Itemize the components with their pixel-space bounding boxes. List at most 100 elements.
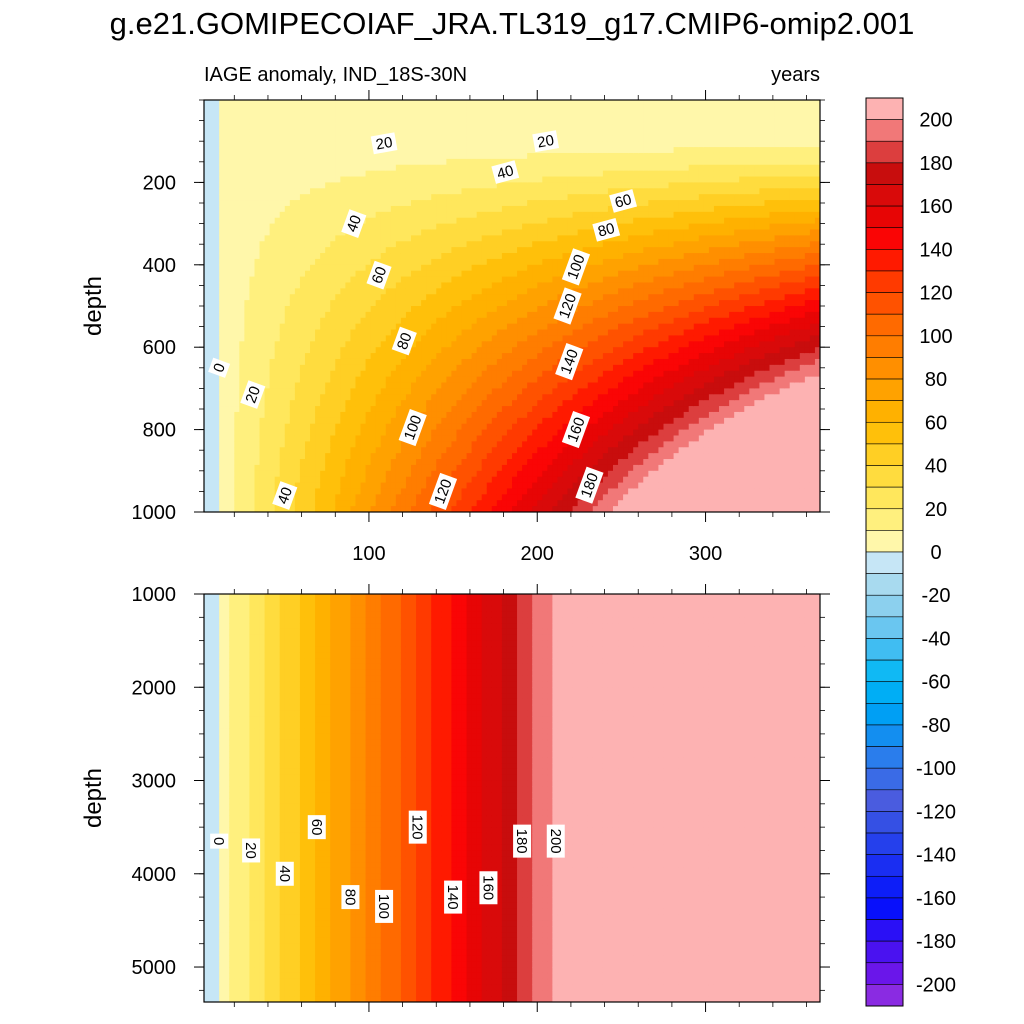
field-cell xyxy=(390,200,397,207)
field-cell xyxy=(375,129,382,136)
field-cell xyxy=(264,170,271,178)
field-cell xyxy=(557,488,564,495)
field-cell xyxy=(471,111,478,119)
field-cell xyxy=(512,241,518,248)
field-cell xyxy=(405,135,412,142)
field-cell xyxy=(259,270,266,278)
field-cell xyxy=(547,417,553,425)
field-cell xyxy=(315,364,321,372)
field-cell xyxy=(390,241,397,248)
field-cell xyxy=(299,282,306,289)
field-cell xyxy=(279,464,286,472)
field-cell xyxy=(542,182,548,189)
field-cell xyxy=(214,258,220,266)
field-cell xyxy=(224,264,230,272)
field-cell xyxy=(557,100,564,107)
field-cell xyxy=(431,417,437,425)
field-cell xyxy=(219,394,225,401)
field-cell xyxy=(320,100,326,107)
field-cell xyxy=(239,141,245,148)
field-cell xyxy=(370,123,377,131)
field-cell xyxy=(476,276,483,284)
field-cell xyxy=(496,317,503,325)
field-cell xyxy=(370,253,377,260)
field-cell xyxy=(340,347,346,354)
field-cell xyxy=(416,100,422,107)
field-cell xyxy=(466,194,473,201)
field-cell xyxy=(224,176,230,183)
field-cell xyxy=(330,205,336,213)
field-cell xyxy=(320,235,326,242)
field-cell xyxy=(345,152,352,160)
field-cell xyxy=(224,270,230,278)
field-cell xyxy=(294,423,301,431)
field-cell xyxy=(299,411,306,419)
field-cell xyxy=(224,317,230,325)
field-cell xyxy=(360,417,367,425)
field-cell xyxy=(229,288,235,295)
field-cell xyxy=(446,235,453,242)
field-cell xyxy=(244,188,251,195)
field-cell xyxy=(491,188,498,195)
field-cell xyxy=(547,270,553,278)
field-cell xyxy=(451,470,458,478)
field-cell xyxy=(471,500,478,507)
field-cell xyxy=(466,300,473,307)
field-cell xyxy=(552,211,559,219)
field-cell xyxy=(476,141,483,148)
field-cell xyxy=(269,323,276,331)
field-cell xyxy=(532,147,538,154)
field-cell xyxy=(304,476,311,484)
field-cell xyxy=(335,476,341,484)
field-cell xyxy=(214,176,220,183)
field-cell xyxy=(486,329,493,337)
field-cell xyxy=(496,335,503,342)
field-cell xyxy=(335,247,341,254)
field-cell xyxy=(340,147,346,154)
field-cell xyxy=(451,111,458,119)
field-cell xyxy=(501,141,508,148)
field-cell xyxy=(375,358,382,366)
field-cell xyxy=(426,117,432,125)
field-cell xyxy=(244,247,251,254)
field-cell xyxy=(335,347,341,354)
field-cell xyxy=(310,147,316,154)
field-cell xyxy=(365,253,372,260)
field-cell xyxy=(325,370,331,378)
field-cell xyxy=(517,341,523,348)
field-cell xyxy=(522,494,528,501)
field-cell xyxy=(411,358,417,366)
field-cell xyxy=(310,188,316,195)
field-cell xyxy=(547,205,553,213)
field-cell xyxy=(249,247,256,254)
field-cell xyxy=(385,152,392,160)
field-cell xyxy=(512,411,518,419)
field-cell xyxy=(451,117,458,125)
field-cell xyxy=(355,406,362,413)
field-cell xyxy=(370,470,377,478)
field-cell xyxy=(416,482,422,490)
field-cell xyxy=(304,264,311,272)
field-cell xyxy=(325,111,331,119)
field-cell xyxy=(552,447,559,454)
field-cell xyxy=(436,235,442,242)
field-cell xyxy=(532,370,538,378)
field-cell xyxy=(269,306,276,313)
field-cell xyxy=(320,406,326,413)
field-cell xyxy=(542,317,548,325)
field-cell xyxy=(244,152,251,160)
field-cell xyxy=(522,111,528,119)
field-cell xyxy=(416,194,422,201)
field-cell xyxy=(491,376,498,384)
field-cell xyxy=(512,447,518,454)
field-cell xyxy=(431,370,437,378)
field-cell xyxy=(310,364,316,372)
field-cell xyxy=(365,470,372,478)
field-cell xyxy=(375,229,382,236)
field-cell xyxy=(506,194,513,201)
field-cell xyxy=(214,276,220,284)
field-cell xyxy=(471,188,478,195)
field-cell xyxy=(496,435,503,442)
field-cell xyxy=(395,194,402,201)
field-cell xyxy=(461,300,468,307)
